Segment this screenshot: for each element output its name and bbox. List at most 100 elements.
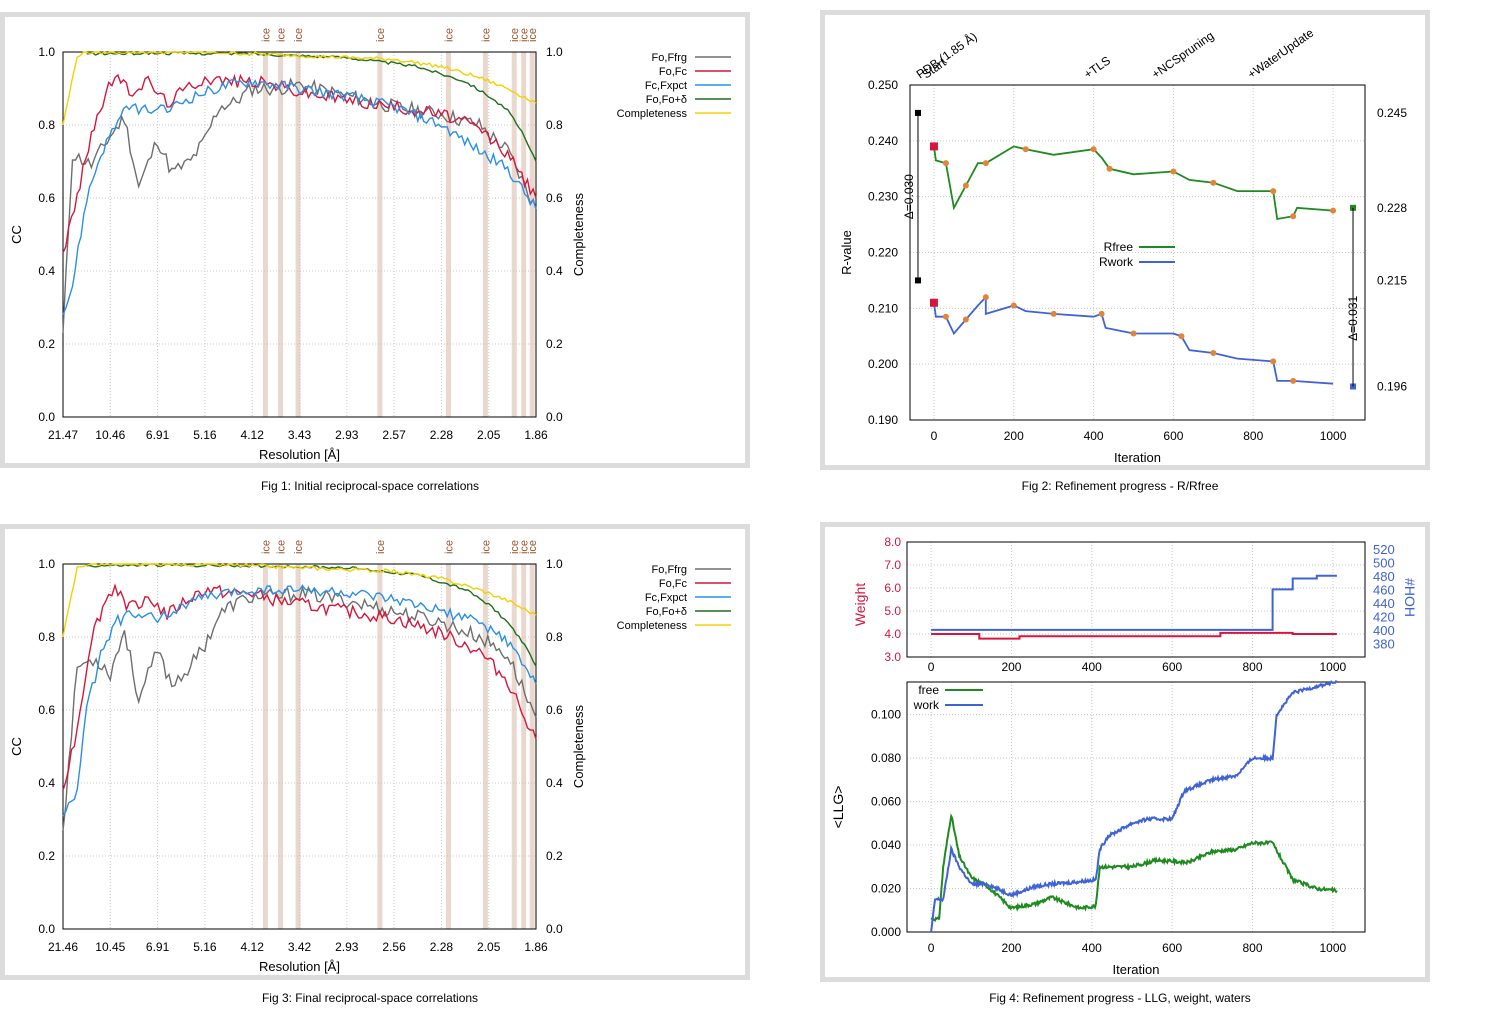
fig1-xtick-label: 2.93	[335, 428, 359, 442]
fig1-y2tick-label: 0.0	[546, 410, 563, 424]
fig1-xlabel: Resolution [Å]	[259, 447, 340, 462]
fig2-panel: 0.190 0.200 0.210 0.220 0.230 0.240 0.250 0 200 4…	[820, 10, 1430, 470]
fig1-panel: 0.0 0.0 0.2 0.2 0.4 0.4 0.6 0.6 0.8 0.8 1.0 1.0 21.4…	[0, 12, 750, 468]
fig3-legend-fc-fxpct: Fc,Fxpct	[645, 592, 687, 604]
fig1-xtick-label: 2.28	[430, 428, 454, 442]
fig4-hoh-tick-label: 480	[1373, 569, 1395, 584]
fig3-ice-label: ice	[509, 540, 521, 554]
fig3-panel: 0.0 0.0 0.2 0.2 0.4 0.4 0.6 0.6 0.8 0.8 1.0 1.0 21.4…	[0, 524, 750, 980]
fig2-ytick-label: 0.230	[868, 190, 898, 204]
fig1-ice-band	[521, 52, 527, 417]
fig1-ice-band	[482, 52, 488, 417]
fig1-ice-band	[295, 52, 301, 417]
fig2-chart: 0.190 0.200 0.210 0.220 0.230 0.240 0.250 0 200 4…	[839, 25, 1407, 465]
fig2-marker-rwork	[942, 313, 949, 320]
fig2-ytick-label: 0.210	[868, 301, 898, 315]
fig4-bottom-xtick-label: 200	[1001, 941, 1021, 955]
fig2-marker-rfree	[1330, 207, 1337, 214]
fig4-series-work	[930, 679, 1338, 933]
fig3-y2tick-label: 0.0	[546, 922, 563, 936]
fig1-xtick-label: 6.91	[146, 428, 170, 442]
fig2-y2tick-label: 0.215	[1377, 273, 1407, 287]
fig2-y2tick-label: 0.245	[1377, 106, 1407, 120]
fig3-xtick-label: 5.16	[193, 940, 217, 954]
fig2-marker-rwork	[1290, 377, 1297, 384]
fig3-xtick-label: 10.45	[95, 940, 125, 954]
fig2-marker-rfree	[962, 182, 969, 189]
fig3-ice-label: ice	[519, 540, 531, 554]
fig1-y2label: Completeness	[571, 192, 586, 276]
fig3-legend-fo-fc: Fo,Fc	[659, 578, 688, 590]
fig4-hoh-label: #HOH	[1402, 578, 1418, 617]
fig2-marker-rwork	[1130, 330, 1137, 337]
fig4-chart: 3.04.05.06.07.08.03804004204404604805005…	[830, 535, 1418, 977]
fig3-ice-band	[377, 564, 383, 929]
fig3-ice-label: ice	[260, 540, 272, 554]
fig3-caption: Fig 3: Final reciprocal-space correlatio…	[261, 991, 479, 1005]
fig2-marker-rwork	[1210, 350, 1217, 356]
fig2-marker-rfree	[1090, 146, 1097, 153]
fig1-legend-fc-fxpct: Fc,Fxpct	[645, 80, 687, 92]
fig1-y2tick-label: 0.4	[546, 264, 563, 278]
fig3-y2tick-label: 0.8	[546, 630, 563, 644]
fig3-y2tick-label: 0.4	[546, 776, 563, 790]
fig3-ice-label: ice	[527, 540, 539, 554]
fig4-top-xtick-label: 1000	[1320, 660, 1347, 674]
fig2-xtick-label: 200	[1004, 429, 1024, 443]
fig4-ylabel: <LLG>	[830, 786, 846, 829]
fig3-ice-band	[262, 564, 268, 929]
fig1-legend-fo-ffrg: Fo,Ffrg	[652, 52, 687, 64]
fig2-marker-rfree	[942, 160, 949, 167]
fig4-bottom-xtick-label: 1000	[1320, 941, 1347, 955]
fig2-xtick-label: 800	[1243, 429, 1263, 443]
fig2-ylabel: R-value	[839, 230, 854, 275]
fig3-xtick-label: 4.12	[241, 940, 265, 954]
fig4-top-xtick-label: 800	[1242, 660, 1262, 674]
fig2-stage-label-tls: +TLS	[1081, 53, 1113, 81]
fig3-ice-label: ice	[375, 540, 387, 554]
fig1-ice-label: ice	[443, 28, 455, 42]
fig3-ice-band	[521, 564, 527, 929]
fig3-legend-fo-ffrg: Fo,Ffrg	[652, 564, 687, 576]
fig3-chart: 0.0 0.0 0.2 0.2 0.4 0.4 0.6 0.6 0.8 0.8 1.0 1.0 21.4…	[9, 540, 731, 974]
fig3-y2tick-label: 0.2	[546, 849, 563, 863]
fig1-ytick-label: 0.2	[38, 337, 55, 351]
fig4-top-xtick-label: 600	[1162, 660, 1182, 674]
fig1-ice-label: ice	[375, 28, 387, 42]
fig1-xtick-label: 4.12	[241, 428, 265, 442]
fig4-weight-tick-label: 3.0	[884, 650, 901, 664]
fig3-ytick-label: 0.2	[38, 849, 55, 863]
fig3-xtick-label: 2.28	[430, 940, 454, 954]
fig1-ice-label: ice	[293, 28, 305, 42]
fig1-xtick-label: 2.05	[477, 428, 501, 442]
fig2-marker-rwork	[1178, 333, 1185, 340]
fig1-xtick-label: 1.86	[524, 428, 548, 442]
fig4-llg-tick-label: 0.040	[871, 838, 901, 852]
fig1-xtick-label: 5.16	[193, 428, 217, 442]
fig1-ytick-label: 0.8	[38, 118, 55, 132]
fig1-ice-label: ice	[276, 28, 288, 42]
fig2-start-marker-rwork	[929, 298, 938, 307]
fig3-ice-band	[482, 564, 488, 929]
fig3-ytick-label: 0.6	[38, 703, 55, 717]
fig2-marker-rfree	[1170, 168, 1177, 175]
fig4-top-xtick-label: 0	[928, 660, 935, 674]
fig2-ytick-label: 0.240	[868, 134, 898, 148]
fig3-legend-fo-fo: Fo,Fo+δ	[646, 606, 687, 618]
fig4-top-xtick-label: 200	[1001, 660, 1021, 674]
fig4-weight-tick-label: 6.0	[884, 581, 901, 595]
fig3-xtick-label: 2.56	[382, 940, 406, 954]
fig2-stage-label-ncspruning: +NCSpruning	[1149, 28, 1216, 81]
fig2-stage-label-waterupdate: +WaterUpdate	[1245, 25, 1317, 81]
fig4-series-weight	[931, 631, 1337, 640]
fig3-y2tick-label: 0.6	[546, 703, 563, 717]
fig1-ice-label: ice	[527, 28, 539, 42]
fig4-hoh-tick-label: 420	[1373, 609, 1395, 624]
fig2-marker-rwork	[1010, 302, 1017, 309]
fig3-plot-frame	[62, 563, 537, 930]
fig2-marker-rwork	[962, 316, 969, 323]
fig2-marker-rfree	[982, 160, 989, 167]
fig2-marker-rfree	[1290, 213, 1297, 220]
fig4-caption: Fig 4: Refinement progress - LLG, weight…	[989, 991, 1251, 1005]
fig3-xtick-label: 21.46	[48, 940, 78, 954]
